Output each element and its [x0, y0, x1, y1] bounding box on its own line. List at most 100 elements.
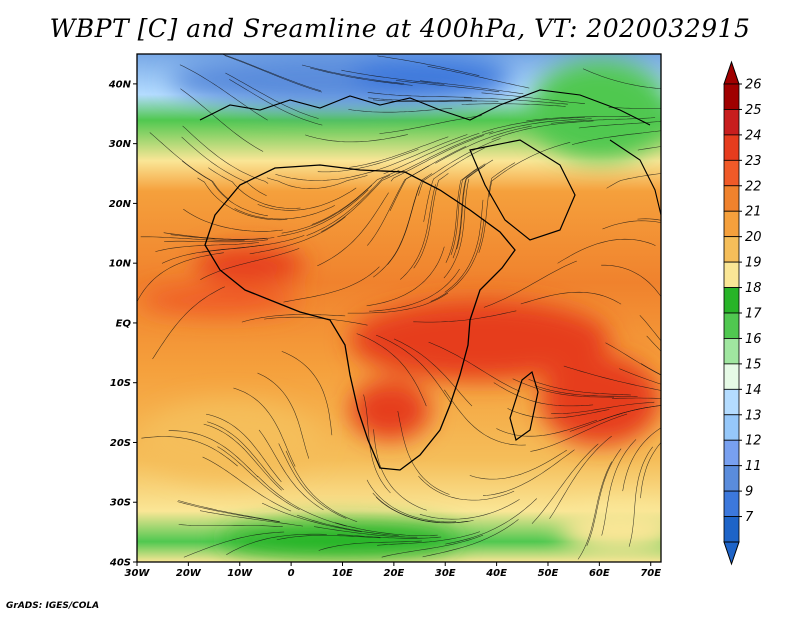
streamline	[530, 413, 628, 452]
streamline	[601, 439, 637, 536]
streamline	[443, 178, 470, 279]
streamline	[418, 475, 515, 501]
streamline	[605, 342, 661, 376]
streamline	[482, 449, 575, 496]
streamline	[258, 429, 324, 511]
colorbar-swatch	[723, 287, 740, 314]
colorbar-swatch	[723, 363, 740, 390]
streamline	[394, 100, 499, 102]
streamline	[601, 264, 661, 298]
streamline	[428, 341, 521, 392]
streamline	[310, 67, 413, 86]
streamline	[640, 363, 661, 376]
streamline	[395, 80, 500, 93]
streamline	[377, 531, 480, 546]
colorbar-label: 26	[745, 78, 762, 93]
streamline	[606, 173, 661, 189]
streamlines	[137, 54, 661, 560]
streamline	[206, 413, 282, 483]
lat-label: 40S	[109, 558, 131, 569]
streamline	[531, 443, 599, 524]
coastlines	[199, 89, 661, 471]
streamline	[619, 368, 661, 385]
lon-label: 50E	[538, 568, 559, 579]
streamline	[168, 430, 259, 478]
streamline	[452, 165, 486, 259]
streamline	[469, 449, 567, 480]
streamline	[586, 448, 622, 547]
streamline	[418, 138, 501, 196]
colorbar-label: 16	[745, 332, 762, 347]
longitude-axis: 30W 20W 10W 0 10E 20E 30E 40E 50E 60E 70E	[125, 562, 661, 579]
streamline	[181, 136, 267, 196]
streamline	[334, 522, 438, 536]
arabia-coastline	[469, 139, 576, 241]
streamline	[577, 461, 613, 560]
streamline	[507, 408, 610, 419]
streamline	[199, 510, 303, 527]
streamline	[140, 236, 245, 241]
streamline	[367, 92, 472, 98]
colorbar-label: 23	[745, 154, 762, 169]
streamline	[526, 115, 631, 122]
colorbar-top-arrow	[723, 60, 740, 85]
colorbar-label: 15	[745, 357, 762, 372]
lat-label: 10N	[109, 259, 132, 270]
streamline	[549, 435, 612, 519]
colorbar-label: 22	[745, 179, 762, 194]
streamline	[321, 170, 404, 233]
streamline	[349, 136, 449, 168]
streamline	[489, 118, 592, 135]
streamline	[373, 186, 420, 278]
streamline	[278, 443, 347, 519]
streamline	[356, 333, 427, 407]
lon-label: 20W	[176, 568, 202, 579]
streamline	[301, 64, 405, 84]
streamline	[482, 117, 585, 133]
colorbar-swatch	[723, 516, 740, 543]
streamline	[234, 205, 335, 220]
madagascar-coastline	[509, 370, 539, 441]
streamline	[422, 519, 519, 558]
colorbar-label: 12	[745, 434, 762, 449]
streamline	[264, 316, 368, 326]
streamline	[637, 218, 661, 221]
streamline	[481, 92, 585, 104]
colorbar-swatch	[723, 185, 740, 212]
streamline	[261, 502, 362, 533]
streamline	[450, 163, 486, 255]
streamline	[430, 218, 485, 302]
streamline	[491, 120, 594, 140]
colorbar-label: 25	[745, 103, 762, 118]
streamline	[207, 421, 284, 491]
lon-label: 30E	[435, 568, 456, 579]
streamline	[393, 338, 473, 407]
streamline	[578, 121, 661, 129]
streamline	[197, 177, 288, 221]
plot-area	[136, 53, 662, 563]
colorbar-swatch	[723, 439, 740, 467]
streamline	[569, 405, 661, 432]
streamline	[180, 88, 264, 152]
colorbar-label: 19	[745, 256, 762, 271]
lat-label: 30S	[110, 498, 131, 509]
lon-label: 0	[288, 568, 295, 579]
streamline	[383, 133, 480, 175]
colorbar-label: 11	[745, 459, 762, 474]
streamline	[182, 125, 269, 184]
streamline	[281, 184, 373, 234]
colorbar-swatch	[723, 312, 740, 339]
colorbar-swatch	[723, 236, 740, 263]
map-title: WBPT [C] and Sreamline at 400hPa, VT: 20…	[49, 14, 751, 43]
streamline	[178, 500, 280, 522]
streamline	[137, 252, 224, 302]
streamline	[226, 533, 327, 555]
colorbar-label: 24	[745, 128, 762, 143]
lat-label: 40N	[108, 79, 132, 90]
streamline	[224, 55, 322, 93]
streamline	[149, 132, 229, 200]
streamline	[640, 442, 661, 499]
streamline	[478, 162, 516, 253]
streamline	[337, 534, 442, 539]
streamline	[249, 216, 346, 255]
